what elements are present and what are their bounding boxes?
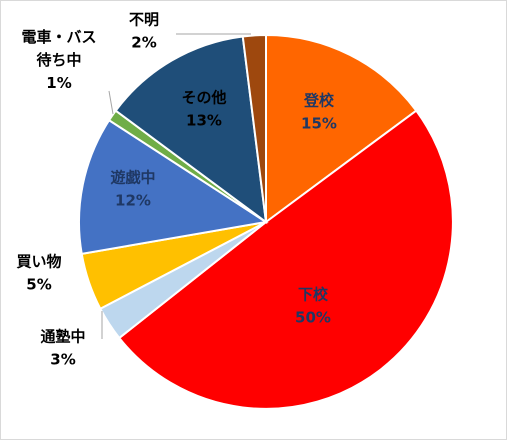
pie-slice-0 bbox=[265, 33, 418, 224]
slice-label-7: 不明 2% bbox=[129, 11, 159, 52]
pie-slice-4 bbox=[78, 118, 269, 255]
pie-slice-1 bbox=[117, 109, 454, 410]
leader-line-5 bbox=[108, 90, 114, 115]
slice-label-3: 買い物 5% bbox=[16, 253, 61, 294]
slice-label-0: 登校 15% bbox=[301, 92, 337, 133]
slice-label-5: 電車・バス待ち中 1% bbox=[21, 28, 96, 92]
slice-label-4: 遊戯中 12% bbox=[110, 169, 155, 210]
slice-label-1: 下校 50% bbox=[295, 286, 331, 327]
slice-label-6: その他 13% bbox=[181, 89, 226, 130]
pie-slice-6 bbox=[114, 35, 268, 225]
pie-slice-7 bbox=[241, 33, 267, 223]
slice-label-2: 通塾中 3% bbox=[40, 328, 85, 369]
